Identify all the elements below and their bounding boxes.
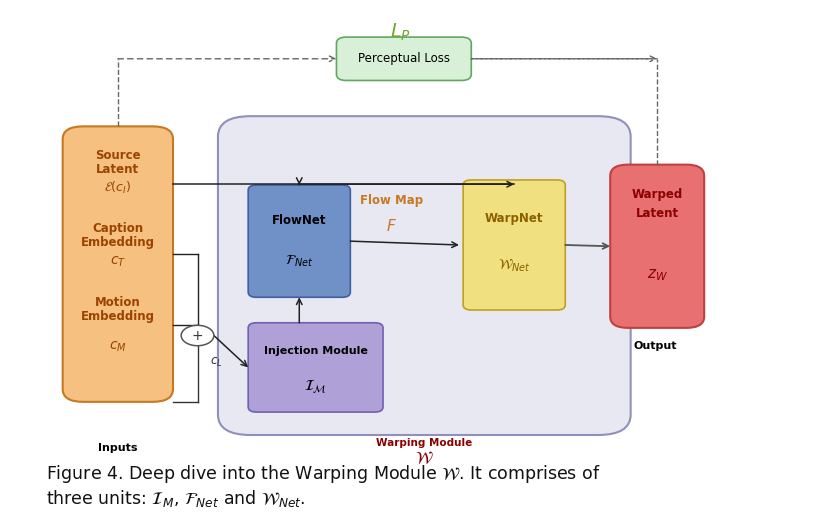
Text: $L_P$: $L_P$ [389,22,410,43]
Text: $c_M$: $c_M$ [109,340,127,354]
Text: Motion: Motion [95,296,141,309]
Text: $F$: $F$ [385,218,396,234]
FancyBboxPatch shape [463,180,564,310]
Text: Latent: Latent [635,207,678,220]
Text: $z_W$: $z_W$ [646,268,667,283]
Text: WarpNet: WarpNet [484,213,543,226]
Text: $\mathcal{W}_{Net}$: $\mathcal{W}_{Net}$ [497,257,530,274]
Text: Latent: Latent [96,163,139,176]
Text: Inputs: Inputs [97,443,137,453]
Text: $\mathcal{E}(c_I)$: $\mathcal{E}(c_I)$ [104,180,131,196]
FancyBboxPatch shape [62,127,173,402]
Text: $\mathcal{F}_{Net}$: $\mathcal{F}_{Net}$ [285,254,313,269]
FancyBboxPatch shape [218,116,630,435]
Text: +: + [192,329,203,342]
Text: Figure 4. Deep dive into the Warping Module $\mathcal{W}$. It comprises of
three: Figure 4. Deep dive into the Warping Mod… [47,463,600,509]
FancyBboxPatch shape [248,185,350,297]
Text: Output: Output [632,341,676,351]
Text: $\mathcal{W}$: $\mathcal{W}$ [414,449,432,467]
Circle shape [181,325,214,346]
FancyBboxPatch shape [609,165,704,328]
FancyBboxPatch shape [336,37,471,80]
Text: Source: Source [95,149,141,162]
Text: Perceptual Loss: Perceptual Loss [357,52,450,65]
Text: Embedding: Embedding [81,310,155,323]
Text: $c_L$: $c_L$ [210,356,222,369]
Text: $c_T$: $c_T$ [110,254,126,268]
Text: Injection Module: Injection Module [264,346,367,356]
FancyBboxPatch shape [248,323,382,412]
Text: Warping Module: Warping Module [375,438,472,448]
Text: $\mathcal{I}_{\mathcal{M}}$: $\mathcal{I}_{\mathcal{M}}$ [304,378,327,396]
Text: Warped: Warped [631,188,682,201]
Text: Embedding: Embedding [81,235,155,249]
Text: FlowNet: FlowNet [272,215,326,228]
Text: Caption: Caption [93,222,143,235]
Text: Flow Map: Flow Map [360,194,423,207]
